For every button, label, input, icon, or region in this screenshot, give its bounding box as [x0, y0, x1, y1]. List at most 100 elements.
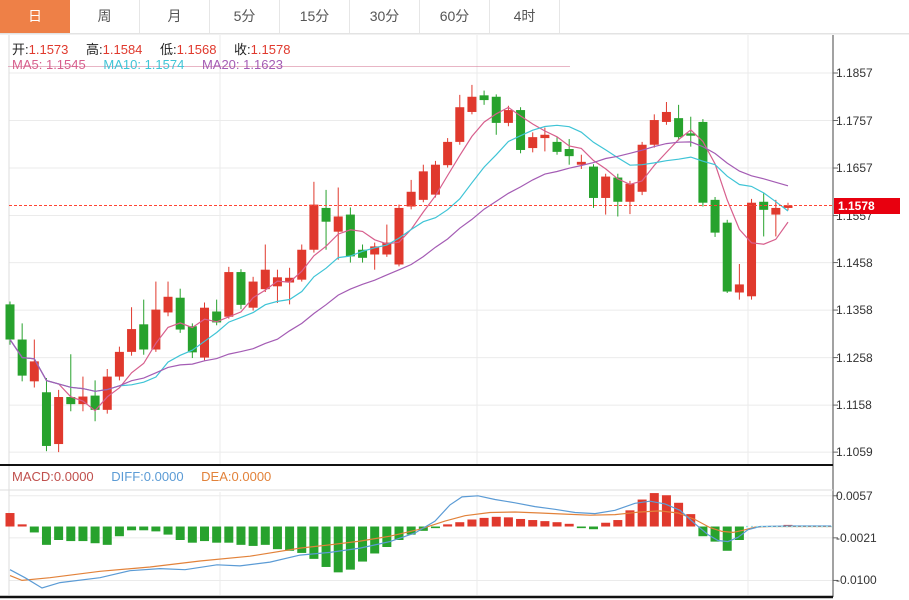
tab-15min[interactable]: 15分 [280, 0, 350, 33]
macd-histogram-bar [29, 526, 39, 533]
macd-histogram-bar [345, 526, 355, 570]
tab-4hour[interactable]: 4时 [490, 0, 560, 33]
macd-histogram-bar [212, 526, 222, 543]
macd-histogram-bar [321, 526, 331, 567]
candle-body [528, 137, 538, 149]
candle-body [686, 133, 696, 136]
low-value: 1.1568 [176, 42, 217, 57]
macd-histogram-bar [309, 526, 319, 559]
macd-histogram-bar [734, 526, 744, 540]
tab-5min[interactable]: 5分 [210, 0, 280, 33]
candle-body [236, 272, 246, 305]
candle-body [394, 207, 404, 265]
macd-histogram-bar [710, 526, 720, 542]
candle-body [54, 397, 64, 445]
candle-body [564, 149, 574, 157]
candle-body [674, 118, 684, 138]
macd-histogram-bar [625, 510, 635, 527]
macd-histogram-bar [467, 519, 477, 527]
macd-axis-label: -0.0100 [836, 573, 877, 588]
low-label: 低: [160, 42, 177, 57]
current-price-badge: 1.1578 [834, 197, 900, 214]
candle-body [637, 144, 647, 192]
macd-histogram-bar [649, 493, 659, 527]
candle-body [625, 183, 635, 202]
macd-histogram-bar [224, 526, 234, 543]
tab-day[interactable]: 日 [0, 0, 70, 33]
dea-label: DEA: [201, 469, 232, 484]
candle-body [734, 284, 744, 293]
candle-body [333, 216, 343, 232]
macd-histogram-bar [516, 518, 526, 527]
tab-month[interactable]: 月 [140, 0, 210, 33]
tab-30min[interactable]: 30分 [350, 0, 420, 33]
macd-histogram-bar [297, 526, 307, 553]
tab-week[interactable]: 周 [70, 0, 140, 33]
candle-body [747, 202, 757, 297]
macd-histogram-bar [370, 526, 380, 554]
candle-body [163, 296, 173, 313]
price-axis-label: 1.1657 [836, 161, 873, 176]
macd-histogram-bar [589, 526, 598, 530]
open-value: 1.1573 [28, 42, 69, 57]
macd-axis-label: 0.0057 [836, 488, 873, 503]
candle-body [479, 95, 489, 101]
high-label: 高: [86, 42, 103, 57]
macd-histogram-bar [175, 526, 185, 540]
candle-body [78, 396, 88, 405]
macd-histogram-bar [479, 517, 489, 527]
close-label: 收: [234, 42, 251, 57]
price-axis-label: 1.1258 [836, 350, 873, 365]
price-axis-label: 1.1358 [836, 303, 873, 318]
candle-body [540, 134, 550, 139]
price-axis-label: 1.1458 [836, 255, 873, 270]
tab-60min[interactable]: 60分 [420, 0, 490, 33]
candle-body [114, 351, 124, 377]
ma10-label: MA10: [103, 57, 141, 72]
candle-body [613, 177, 623, 202]
dea-value: 0.0000 [231, 469, 272, 484]
macd-histogram-bar [491, 516, 501, 527]
macd-histogram-bar [285, 526, 295, 551]
macd-histogram-bar [661, 495, 671, 527]
candle-body [722, 222, 732, 292]
macd-histogram-bar [394, 526, 404, 540]
macd-histogram-bar [5, 513, 15, 527]
candle-body [358, 249, 368, 258]
candle-body [552, 141, 562, 152]
macd-histogram-bar [187, 526, 197, 543]
macd-histogram-bar [17, 524, 27, 527]
macd-histogram-bar [406, 526, 416, 535]
diff-line [9, 495, 831, 589]
macd-histogram-bar [272, 526, 282, 550]
candle-body [661, 111, 671, 122]
candle-body [285, 277, 295, 283]
macd-histogram-bar [248, 526, 258, 546]
macd-histogram-bar [163, 526, 173, 535]
macd-histogram-bar [333, 526, 343, 573]
macd-value: 0.0000 [53, 469, 94, 484]
candle-body [382, 242, 392, 255]
macd-histogram-bar [564, 523, 574, 527]
candle-body [589, 166, 598, 198]
macd-histogram-bar [260, 526, 270, 545]
macd-histogram-bar [54, 526, 64, 540]
candle-body [576, 161, 586, 165]
macd-histogram-bar [90, 526, 100, 544]
open-label: 开: [12, 42, 29, 57]
candle-body [783, 205, 793, 208]
ma5-value: 1.1545 [45, 57, 86, 72]
price-axis-label: 1.1757 [836, 113, 873, 128]
candle-body [29, 361, 39, 382]
candle-body [430, 164, 440, 195]
macd-histogram-bar [613, 520, 623, 527]
macd-histogram-bar [200, 526, 209, 542]
candle-body [516, 110, 526, 150]
candle-body [601, 176, 611, 198]
candle-body [200, 307, 209, 358]
macd-histogram-bar [698, 526, 708, 537]
macd-histogram-bar [430, 526, 440, 529]
period-tabbar: 日 周 月 5分 15分 30分 60分 4时 [0, 0, 909, 34]
